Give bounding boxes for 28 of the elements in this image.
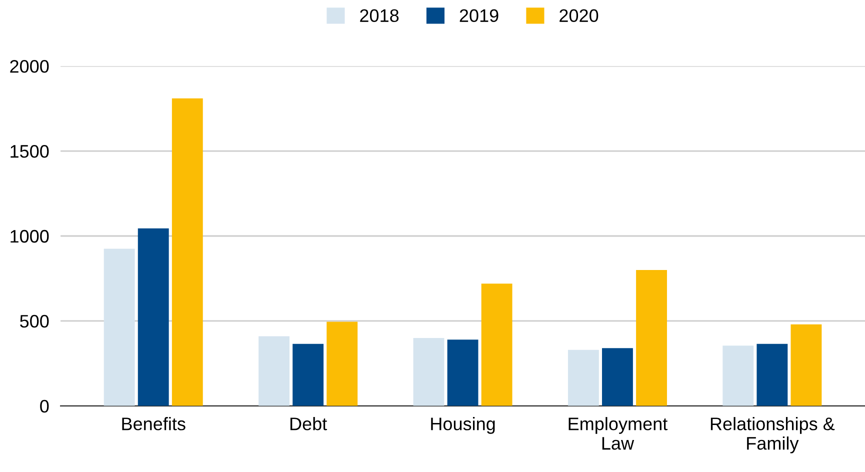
bar	[172, 98, 203, 406]
bar	[292, 344, 324, 406]
bar	[138, 228, 169, 406]
bar	[602, 348, 633, 406]
bar	[326, 322, 358, 406]
x-tick-label: Housing	[431, 417, 495, 434]
legend-label: 2019	[460, 9, 498, 22]
legend-label: 2020	[560, 9, 598, 22]
bar	[413, 338, 444, 406]
x-tick-label: Benefits	[122, 417, 186, 430]
y-tick-label: 1000	[10, 230, 49, 243]
bar	[722, 346, 754, 406]
y-tick-label: 0	[40, 400, 49, 413]
x-tick-label: Relationships & Family	[710, 417, 835, 454]
bar	[258, 336, 290, 406]
y-tick-label: 500	[20, 314, 49, 328]
bar	[568, 350, 599, 406]
bar	[447, 340, 478, 406]
bar	[104, 248, 135, 406]
y-tick-label: 1500	[10, 144, 49, 158]
bar	[790, 324, 822, 406]
x-tick-label: Employment Law	[568, 417, 668, 450]
bar	[756, 344, 788, 406]
y-tick-label: 2000	[10, 60, 49, 73]
bar	[636, 270, 667, 406]
bar	[481, 284, 512, 406]
legend-label: 2018	[360, 9, 399, 22]
x-tick-label: Debt	[290, 417, 328, 430]
